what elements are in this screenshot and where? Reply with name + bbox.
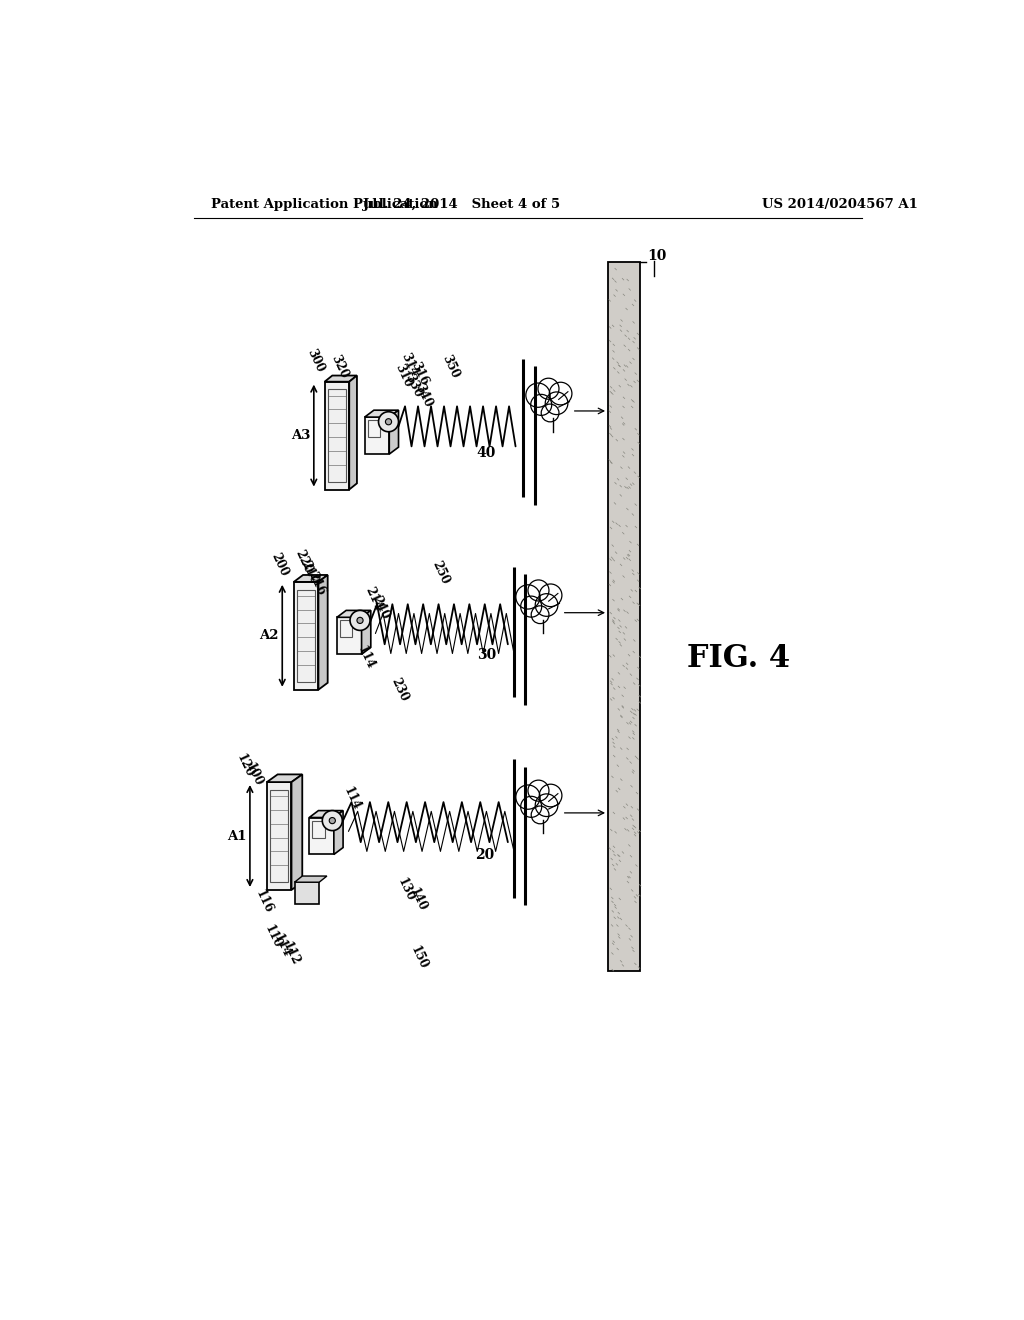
Text: 120: 120 [233,751,256,779]
Bar [295,882,319,904]
Text: 112: 112 [280,940,302,968]
Text: 140: 140 [407,886,429,913]
Text: 220: 220 [293,548,315,576]
Polygon shape [365,411,398,417]
Polygon shape [361,610,371,655]
Bar [270,789,289,882]
Polygon shape [294,576,328,582]
Text: 130: 130 [395,876,418,904]
Bar [309,817,334,854]
Circle shape [385,418,391,425]
Text: 30: 30 [477,648,496,663]
Circle shape [323,810,342,830]
Circle shape [330,817,336,824]
Polygon shape [389,411,398,454]
Polygon shape [349,376,357,490]
Text: 210: 210 [299,558,322,586]
Text: 116: 116 [253,887,274,915]
Text: 230: 230 [389,676,412,704]
Circle shape [350,610,370,631]
Bar [312,821,325,838]
Bar [297,590,315,682]
Text: 314: 314 [398,351,421,379]
Circle shape [379,412,398,432]
Bar [368,420,380,437]
Text: 150: 150 [409,944,430,972]
Polygon shape [337,610,371,618]
Text: 100: 100 [243,760,265,788]
Text: 114: 114 [354,644,377,671]
Circle shape [357,618,364,623]
Text: 316: 316 [409,360,430,388]
Polygon shape [292,775,302,890]
Text: 330: 330 [402,372,425,400]
Text: 200: 200 [268,552,290,578]
Bar [340,620,352,638]
Text: 250: 250 [429,558,452,586]
Text: 300: 300 [304,346,327,374]
Bar [608,263,640,970]
Bar [328,389,346,482]
Text: FIG. 4: FIG. 4 [687,643,791,675]
Bar [365,417,389,454]
Bar [337,618,361,655]
Text: 216: 216 [306,570,328,597]
Polygon shape [318,576,328,689]
Polygon shape [325,376,357,381]
Text: 110: 110 [262,923,284,950]
Polygon shape [267,775,302,781]
Text: 114: 114 [271,932,293,960]
Text: A3: A3 [291,429,310,442]
Text: 340: 340 [413,381,435,409]
Text: Jul. 24, 2014   Sheet 4 of 5: Jul. 24, 2014 Sheet 4 of 5 [364,198,560,211]
Text: Patent Application Publication: Patent Application Publication [211,198,438,211]
Text: 10: 10 [647,249,667,263]
Text: 40: 40 [476,446,496,459]
Text: 214: 214 [362,585,384,612]
Text: 114: 114 [341,785,364,813]
Polygon shape [334,810,343,854]
Text: A1: A1 [227,829,247,842]
Polygon shape [295,876,327,882]
Text: 350: 350 [439,352,461,380]
Bar [294,582,318,689]
Text: 310: 310 [393,362,415,389]
Text: US 2014/0204567 A1: US 2014/0204567 A1 [762,198,918,211]
Bar [325,381,349,490]
Text: 20: 20 [475,849,495,862]
Text: A2: A2 [259,630,279,643]
Text: 240: 240 [370,594,392,622]
Polygon shape [309,810,343,817]
Text: 320: 320 [329,352,351,380]
Bar [267,781,292,890]
